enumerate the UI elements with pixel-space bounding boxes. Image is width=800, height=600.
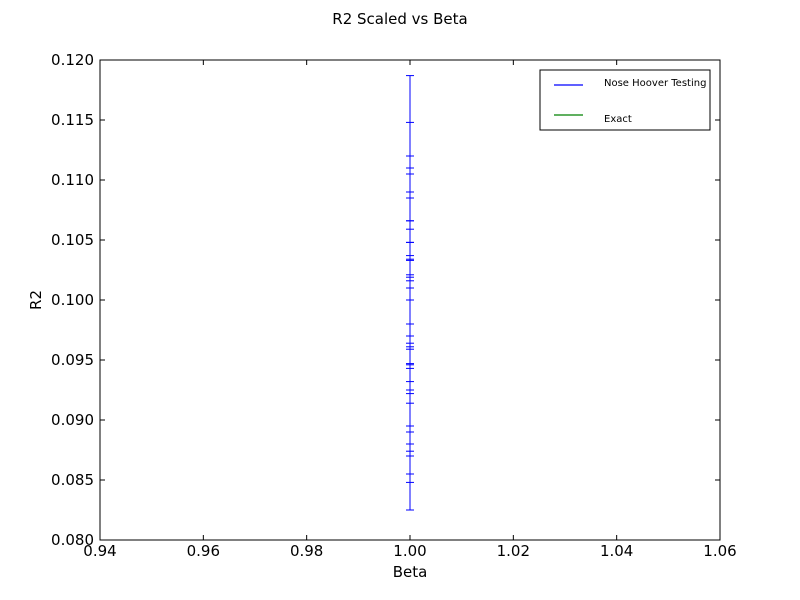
x-tick-label: 1.00 — [393, 542, 426, 560]
y-tick-label: 0.115 — [51, 111, 94, 129]
legend: Nose Hoover Testing Exact — [539, 69, 711, 131]
legend-box — [539, 69, 711, 131]
y-tick-label: 0.120 — [51, 51, 94, 69]
legend-label-nose-hoover: Nose Hoover Testing — [604, 78, 706, 89]
y-tick-label: 0.110 — [51, 171, 94, 189]
y-tick-label: 0.100 — [51, 291, 94, 309]
x-tick-label: 0.96 — [187, 542, 220, 560]
x-axis: 0.94 0.96 0.98 1.00 1.02 1.04 1.06 — [83, 60, 737, 560]
y-tick-label: 0.085 — [51, 471, 94, 489]
y-axis-label: R2 — [27, 290, 45, 310]
y-tick-label: 0.095 — [51, 351, 94, 369]
x-axis-label: Beta — [393, 563, 428, 581]
chart-title: R2 Scaled vs Beta — [332, 10, 467, 28]
x-tick-label: 1.02 — [497, 542, 530, 560]
y-axis: 0.080 0.085 0.090 0.095 0.100 0.105 0.110 0.115… — [51, 51, 720, 549]
x-tick-label: 0.98 — [290, 542, 323, 560]
y-tick-label: 0.105 — [51, 231, 94, 249]
x-tick-label: 1.06 — [703, 542, 736, 560]
y-tick-label: 0.080 — [51, 531, 94, 549]
legend-label-exact: Exact — [604, 114, 632, 125]
x-tick-label: 1.04 — [600, 542, 633, 560]
x-tick-label: 0.94 — [83, 542, 116, 560]
y-tick-label: 0.090 — [51, 411, 94, 429]
series-layer — [406, 75, 414, 511]
